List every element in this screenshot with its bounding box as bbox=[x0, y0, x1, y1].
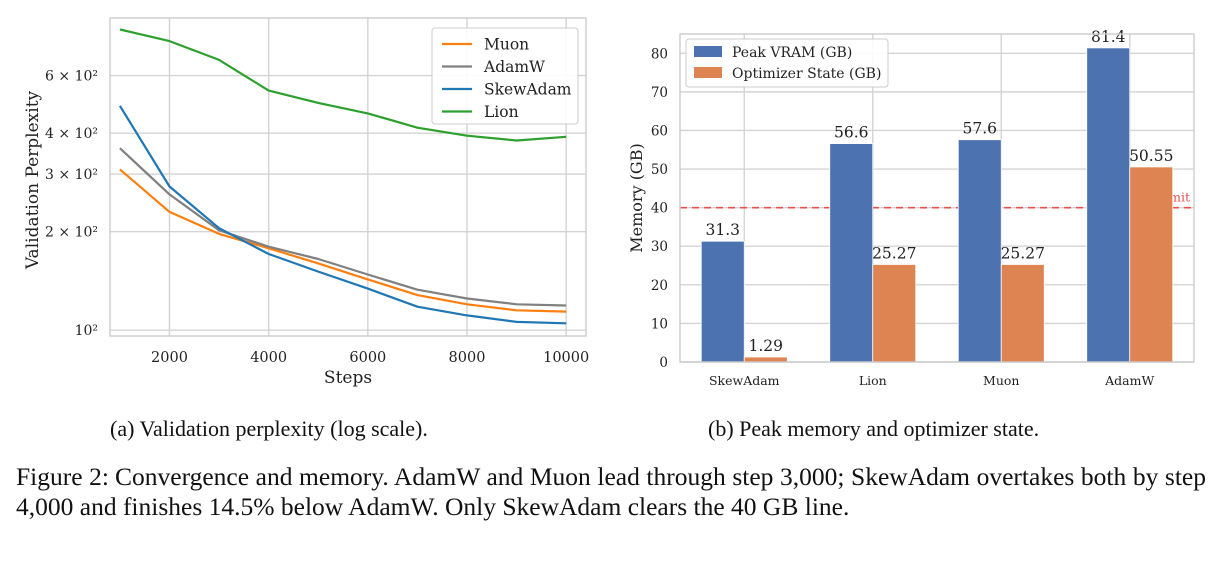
perplexity-axes-frame bbox=[109, 17, 587, 337]
x-tick-label: 10000 bbox=[543, 350, 589, 366]
bar bbox=[957, 139, 1002, 363]
bar bbox=[1000, 264, 1045, 363]
x-tick-label: 2000 bbox=[151, 350, 188, 366]
y-tick-label: 6 × 10² bbox=[45, 69, 98, 85]
y-tick-label: 60 bbox=[651, 123, 668, 139]
y-tick-label: 2 × 10² bbox=[45, 225, 98, 241]
y-tick-label: 0 bbox=[659, 355, 668, 371]
x-tick-label: 8000 bbox=[449, 350, 486, 366]
subcaption-b: (b) Peak memory and optimizer state. bbox=[708, 416, 1040, 441]
bar-value-label: 56.6 bbox=[834, 124, 869, 142]
x-tick-label: Muon bbox=[983, 373, 1019, 388]
bar-value-label: 31.3 bbox=[705, 221, 740, 239]
series-line-skewadam bbox=[118, 105, 567, 325]
x-tick-label: Lion bbox=[859, 373, 887, 388]
x-tick-label: 4000 bbox=[250, 350, 287, 366]
y-tick-label: 20 bbox=[651, 278, 668, 294]
bar-value-label: 57.6 bbox=[962, 120, 997, 138]
memory-tick-labels: 0 10 20 30 40 50 60 70 80 SkewAdam Lion Muon AdamW bbox=[651, 46, 1155, 388]
y-tick-label: 4 × 10² bbox=[45, 126, 98, 142]
x-tick-label: 6000 bbox=[349, 350, 386, 366]
bar-value-label: 1.29 bbox=[748, 337, 783, 355]
bar-value-label: 25.27 bbox=[872, 244, 916, 262]
bar bbox=[743, 356, 788, 363]
x-tick-label: SkewAdam bbox=[709, 373, 780, 388]
perplexity-series-lines bbox=[118, 28, 567, 325]
bar bbox=[1086, 47, 1131, 363]
bar bbox=[1129, 166, 1174, 363]
figure-caption-label: Figure 2: bbox=[16, 462, 109, 491]
legend-label: Optimizer State (GB) bbox=[732, 66, 881, 82]
bar-value-label: 81.4 bbox=[1091, 28, 1126, 46]
y-tick-label: 10 bbox=[651, 316, 668, 332]
legend-label: AdamW bbox=[483, 58, 545, 76]
y-tick-label: 30 bbox=[651, 239, 668, 255]
y-tick-label: 70 bbox=[651, 85, 668, 101]
legend-box bbox=[685, 38, 889, 88]
y-tick-label: 40 bbox=[651, 201, 668, 217]
y-tick-label: 50 bbox=[651, 162, 668, 178]
y-tick-label: 80 bbox=[651, 46, 668, 62]
bar bbox=[829, 143, 874, 363]
y-tick-label: 3 × 10² bbox=[45, 167, 98, 183]
legend-swatch bbox=[694, 46, 722, 57]
memory-axes-frame bbox=[679, 33, 1195, 363]
series-line-muon bbox=[119, 168, 567, 313]
memory-bars: 31.3 1.29 56.6 25.27 57.6 25.27 81.4 50.55 bbox=[700, 28, 1174, 363]
figure-caption: Figure 2: Convergence and memory. AdamW a… bbox=[16, 462, 1206, 522]
perplexity-tick-labels: 2000 4000 6000 8000 10000 10² 2 × 10² 3 × 10² 4 … bbox=[45, 69, 589, 366]
bar bbox=[700, 240, 745, 363]
y-tick-label: 10² bbox=[75, 323, 98, 339]
memory-y-axis-label: Memory (GB) bbox=[627, 143, 646, 252]
legend-label: Muon bbox=[484, 36, 529, 54]
memory-legend: Peak VRAM (GB) Optimizer State (GB) bbox=[685, 38, 889, 88]
x-tick-label: AdamW bbox=[1104, 373, 1154, 388]
subcaption-a: (a) Validation perplexity (log scale). bbox=[110, 416, 428, 441]
plot-frame bbox=[679, 33, 1195, 363]
perplexity-legend: Muon AdamW SkewAdam Lion bbox=[431, 27, 579, 125]
legend-swatch bbox=[694, 67, 722, 78]
perplexity-line-chart: 2000 4000 6000 8000 10000 10² 2 × 10² 3 × 10² 4 … bbox=[23, 17, 1195, 388]
legend-box bbox=[431, 27, 579, 125]
perplexity-y-axis-label: Validation Perplexity bbox=[23, 90, 43, 270]
bar-value-label: 50.55 bbox=[1129, 147, 1173, 165]
series-line-lion bbox=[119, 28, 567, 142]
bar bbox=[872, 264, 917, 363]
legend-label: SkewAdam bbox=[484, 81, 572, 99]
bar-value-label: 25.27 bbox=[1001, 244, 1045, 262]
legend-label: Peak VRAM (GB) bbox=[732, 45, 852, 61]
series-line-adamw bbox=[119, 147, 567, 307]
perplexity-x-axis-label: Steps bbox=[324, 368, 372, 388]
figure-caption-text: Convergence and memory. AdamW and Muon l… bbox=[16, 462, 1206, 521]
legend-label: Lion bbox=[484, 103, 519, 121]
plot-frame bbox=[109, 17, 587, 337]
